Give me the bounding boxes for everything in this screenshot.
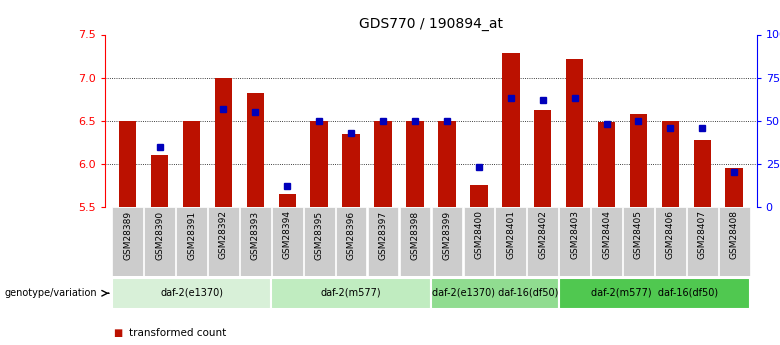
FancyBboxPatch shape [655,207,686,276]
Bar [278,194,296,207]
FancyBboxPatch shape [559,207,590,276]
Text: GSM28394: GSM28394 [283,210,292,259]
Text: GSM28408: GSM28408 [730,210,739,259]
FancyBboxPatch shape [271,278,431,309]
Text: GSM28393: GSM28393 [251,210,260,259]
Text: GSM28406: GSM28406 [666,210,675,259]
FancyBboxPatch shape [399,207,431,276]
Bar [374,121,392,207]
Bar [183,121,200,207]
Title: GDS770 / 190894_at: GDS770 / 190894_at [359,17,503,31]
Text: GSM28390: GSM28390 [155,210,164,259]
Text: daf-2(e1370) daf-16(df50): daf-2(e1370) daf-16(df50) [431,288,558,297]
FancyBboxPatch shape [144,207,175,276]
FancyBboxPatch shape [112,278,271,309]
FancyBboxPatch shape [304,207,335,276]
FancyBboxPatch shape [367,207,399,276]
Text: GSM28402: GSM28402 [538,210,548,259]
Bar [342,134,360,207]
Text: GSM28389: GSM28389 [123,210,132,259]
Text: GSM28397: GSM28397 [378,210,388,259]
FancyBboxPatch shape [527,207,558,276]
FancyBboxPatch shape [623,207,654,276]
Bar [534,110,551,207]
Text: GSM28395: GSM28395 [314,210,324,259]
Bar [119,121,136,207]
Bar [661,121,679,207]
FancyBboxPatch shape [240,207,271,276]
Text: GSM28391: GSM28391 [187,210,196,259]
FancyBboxPatch shape [719,207,750,276]
Text: GSM28396: GSM28396 [346,210,356,259]
Text: GSM28407: GSM28407 [698,210,707,259]
FancyBboxPatch shape [431,207,463,276]
FancyBboxPatch shape [687,207,718,276]
Text: GSM28392: GSM28392 [219,210,228,259]
Text: transformed count: transformed count [129,328,226,338]
Text: genotype/variation: genotype/variation [5,288,98,298]
FancyBboxPatch shape [112,207,143,276]
Bar [629,114,647,207]
Text: GSM28401: GSM28401 [506,210,516,259]
FancyBboxPatch shape [495,207,526,276]
Bar [693,140,711,207]
Text: GSM28403: GSM28403 [570,210,579,259]
Text: GSM28400: GSM28400 [474,210,484,259]
Bar [725,168,743,207]
Bar [597,122,615,207]
Bar [502,53,519,207]
FancyBboxPatch shape [208,207,239,276]
Text: GSM28405: GSM28405 [634,210,643,259]
FancyBboxPatch shape [463,207,495,276]
Bar [566,59,583,207]
Text: GSM28398: GSM28398 [410,210,420,259]
Bar [470,186,488,207]
Text: daf-2(m577)  daf-16(df50): daf-2(m577) daf-16(df50) [591,288,718,297]
FancyBboxPatch shape [272,207,303,276]
Text: GSM28399: GSM28399 [442,210,452,259]
FancyBboxPatch shape [336,207,367,276]
Bar [406,121,424,207]
FancyBboxPatch shape [591,207,622,276]
FancyBboxPatch shape [558,278,750,309]
Bar [310,121,328,207]
FancyBboxPatch shape [431,278,558,309]
Text: ■: ■ [113,328,122,338]
Bar [151,155,168,207]
Text: daf-2(e1370): daf-2(e1370) [160,288,223,297]
Bar [246,93,264,207]
FancyBboxPatch shape [176,207,207,276]
Bar [438,121,456,207]
Text: daf-2(m577): daf-2(m577) [321,288,381,297]
Bar [215,78,232,207]
Text: GSM28404: GSM28404 [602,210,611,259]
